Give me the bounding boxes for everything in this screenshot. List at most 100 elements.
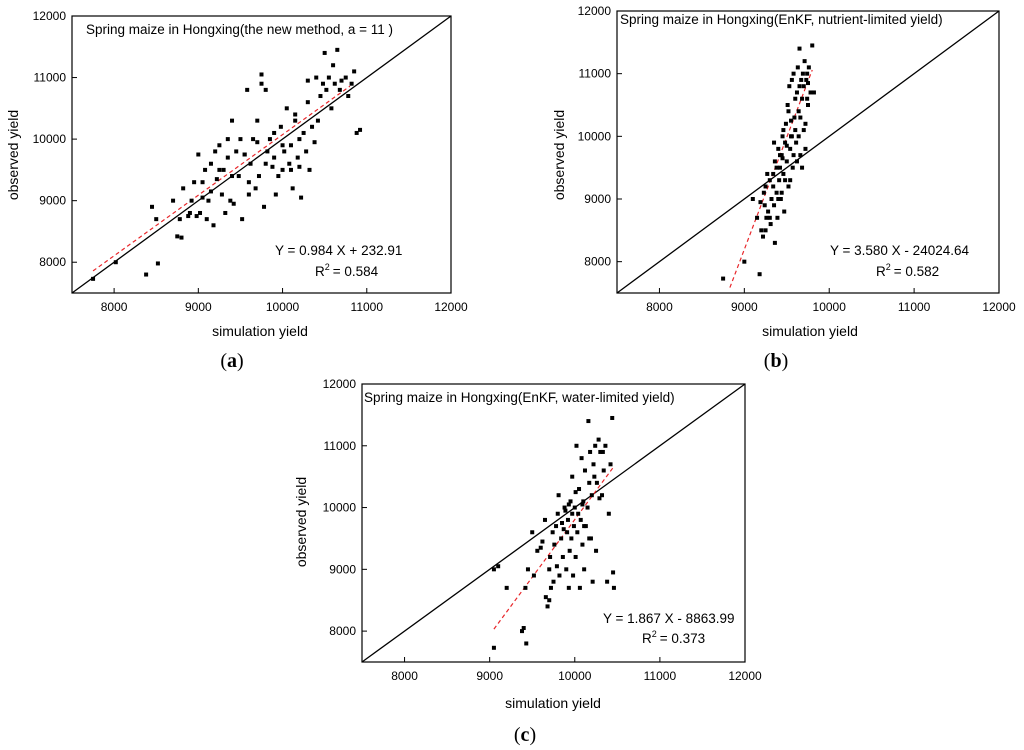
panel-a-data-point bbox=[280, 167, 285, 172]
panel-a-data-point bbox=[225, 155, 230, 160]
panel-c-data-point bbox=[605, 579, 610, 584]
panel-a-data-point bbox=[113, 260, 118, 265]
panel-a-plot-frame bbox=[71, 15, 452, 294]
panel-b-label: (b) bbox=[764, 350, 788, 372]
panel-b-data-point bbox=[796, 109, 801, 114]
panel-b-data-point bbox=[774, 165, 779, 170]
panel-b-data-point bbox=[776, 197, 781, 201]
panel-c-data-point bbox=[575, 530, 580, 535]
panel-c-data-point bbox=[548, 585, 553, 590]
panel-a-x-tick-label: 12000 bbox=[434, 300, 468, 314]
panel-c-data-point bbox=[587, 480, 592, 485]
panel-a-data-point bbox=[299, 195, 304, 200]
panel-a-data-point bbox=[331, 63, 336, 68]
panel-a-label: (a) bbox=[220, 350, 243, 372]
panel-b-data-point bbox=[784, 159, 789, 164]
panel-a-data-point bbox=[326, 75, 331, 80]
panel-c-data-point bbox=[554, 564, 559, 569]
panel-a-data-point bbox=[200, 195, 205, 200]
panel-a-data-point bbox=[248, 161, 253, 166]
panel-c-data-point bbox=[524, 641, 529, 646]
panel-c-data-point bbox=[590, 579, 595, 584]
panel-b-data-point bbox=[761, 234, 766, 239]
panel-c-data-point bbox=[538, 545, 543, 550]
panel-c-data-point bbox=[547, 567, 552, 572]
panel-c-data-point bbox=[582, 468, 587, 473]
panel-b-data-point bbox=[763, 228, 768, 233]
panel-a-x-tick-label: 11000 bbox=[351, 300, 384, 314]
panel-b-plot-frame bbox=[616, 10, 1000, 294]
panel-a-data-point bbox=[230, 174, 235, 179]
panel-c-data-point bbox=[491, 645, 496, 650]
panel-c-data-point bbox=[580, 542, 585, 547]
panel-b-regression-line bbox=[729, 69, 813, 288]
panel-b-data-point bbox=[771, 171, 776, 176]
panel-c-data-point bbox=[548, 554, 553, 559]
panel-b-data-point bbox=[769, 197, 774, 201]
panel-c-data-point bbox=[523, 585, 528, 590]
panel-a-data-point bbox=[175, 234, 180, 239]
panel-c-x-tick-label: 12000 bbox=[728, 669, 762, 683]
panel-b-data-point bbox=[811, 90, 816, 95]
panel-a-data-point bbox=[231, 201, 236, 206]
panel-a-data-point bbox=[263, 161, 268, 166]
panel-a-data-point bbox=[282, 149, 287, 154]
panel-c-data-point bbox=[601, 468, 606, 473]
panel-c-data-point bbox=[535, 548, 540, 553]
panel-c-y-axis-label: observed yield bbox=[293, 477, 309, 567]
panel-a-x-tick-label: 9000 bbox=[185, 300, 212, 314]
panel-a: 8000 9000 10000 11000 12000 8000 9000 10000 1100… bbox=[5, 9, 468, 372]
panel-a-data-point bbox=[217, 143, 222, 148]
panel-b-data-point bbox=[777, 153, 782, 158]
panel-c-data-point bbox=[491, 567, 496, 572]
panel-c-data-point bbox=[543, 595, 548, 600]
panel-c-x-axis-label: simulation yield bbox=[505, 695, 601, 711]
panel-b-y-axis-label: observed yield bbox=[551, 110, 567, 200]
panel-a-data-point bbox=[265, 149, 270, 154]
panel-a-y-axis-label: observed yield bbox=[5, 110, 21, 200]
panel-a-one-to-one-line bbox=[71, 15, 452, 294]
panel-b-data-point bbox=[798, 153, 803, 158]
panel-a-data-point bbox=[194, 214, 199, 219]
panel-c-data-point bbox=[608, 462, 613, 467]
panel-b-y-tick-label: 8000 bbox=[584, 255, 611, 269]
panel-c-data-point bbox=[545, 604, 550, 609]
panel-c-data-point bbox=[565, 530, 570, 535]
panel-a-r-squared-symbol: R bbox=[315, 264, 325, 279]
panel-b-regression-equation: Y = 3.580 X - 24024.64 bbox=[830, 243, 969, 258]
panel-c-data-point bbox=[600, 449, 605, 454]
panel-a-data-point bbox=[288, 167, 293, 172]
panel-a-data-point bbox=[276, 174, 281, 179]
panel-c-data-point bbox=[594, 480, 599, 485]
panel-b-data-point bbox=[766, 209, 771, 214]
panel-a-data-point bbox=[253, 186, 258, 191]
panel-a-regression-line bbox=[92, 85, 351, 272]
panel-a-data-point bbox=[179, 235, 184, 240]
panel-a-data-point bbox=[312, 140, 317, 145]
panel-a-data-point bbox=[251, 137, 256, 142]
panel-b-data-point bbox=[772, 203, 777, 208]
panel-b-data-point bbox=[804, 77, 809, 82]
panel-a-data-point bbox=[187, 210, 192, 215]
panel-a-data-point bbox=[287, 161, 292, 166]
panel-a-data-point bbox=[219, 192, 224, 197]
panel-a-data-point bbox=[206, 198, 211, 203]
panel-a-data-point bbox=[339, 78, 344, 83]
panel-c-data-point bbox=[530, 530, 535, 535]
panel-a-data-point bbox=[223, 210, 228, 215]
panel-a-data-point bbox=[346, 94, 351, 99]
panel-a-data-point bbox=[297, 164, 302, 169]
panel-b-data-point bbox=[791, 71, 796, 76]
panel-c-data-point bbox=[591, 462, 596, 467]
panel-b-r-squared: R2 = 0.582 bbox=[876, 262, 939, 279]
panel-a-data-point bbox=[349, 81, 354, 86]
panel-a-data-point bbox=[295, 155, 300, 160]
panel-a-data-point bbox=[203, 167, 208, 172]
panel-a-data-point bbox=[305, 100, 310, 105]
panel-a-data-point bbox=[332, 81, 337, 86]
panel-c-data-point bbox=[582, 524, 587, 529]
panel-b-data-point bbox=[801, 84, 806, 89]
panel-c-data-point bbox=[571, 573, 576, 578]
panel-c-data-point bbox=[577, 585, 582, 590]
